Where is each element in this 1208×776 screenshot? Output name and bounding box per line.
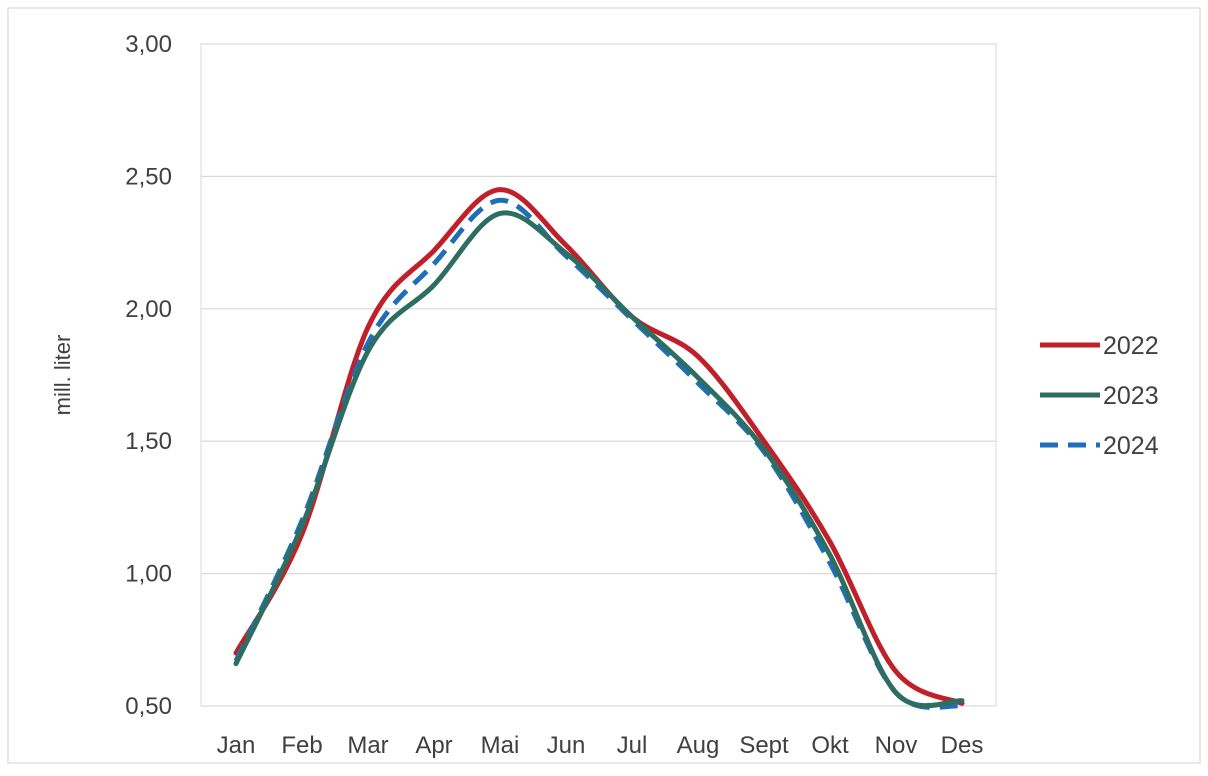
y-tick-label: 1,50: [125, 428, 172, 455]
y-axis-label: mill. liter: [50, 335, 75, 416]
x-tick-label: Apr: [415, 732, 452, 759]
gridlines: [201, 43, 996, 707]
y-tick-label: 2,00: [125, 296, 172, 323]
chart-area-border: [7, 7, 1201, 764]
x-tick-label: Jun: [547, 732, 586, 759]
y-axis-tick-labels: 0,50 1,00 1,50 2,00 2,50 3,00: [125, 31, 172, 720]
x-tick-label: Jan: [217, 732, 256, 759]
x-tick-label: Mai: [481, 732, 520, 759]
x-tick-label: Aug: [677, 732, 720, 759]
x-tick-label: Nov: [875, 732, 918, 759]
series-line-2022: [233, 187, 965, 706]
series-lines: [233, 187, 965, 710]
x-tick-label: Sept: [739, 732, 789, 759]
x-axis-tick-labels: Jan Feb Mar Apr Mai Jun Jul Aug Sept Okt Nov Des: [217, 732, 984, 759]
y-tick-label: 0,50: [125, 693, 172, 720]
x-tick-label: Jul: [617, 732, 648, 759]
x-tick-label: Mar: [347, 732, 388, 759]
legend-label-2022: 2022: [1103, 332, 1159, 360]
series-line-2023: [233, 210, 965, 709]
legend-label-2024: 2024: [1103, 432, 1159, 460]
legend-label-2023: 2023: [1103, 382, 1159, 410]
x-tick-label: Feb: [281, 732, 322, 759]
y-tick-label: 2,50: [125, 163, 172, 190]
y-tick-label: 3,00: [125, 31, 172, 58]
x-tick-label: Des: [941, 732, 984, 759]
y-tick-label: 1,00: [125, 561, 172, 588]
legend: 2022 2023 2024: [1040, 332, 1159, 460]
x-tick-label: Okt: [811, 732, 849, 759]
